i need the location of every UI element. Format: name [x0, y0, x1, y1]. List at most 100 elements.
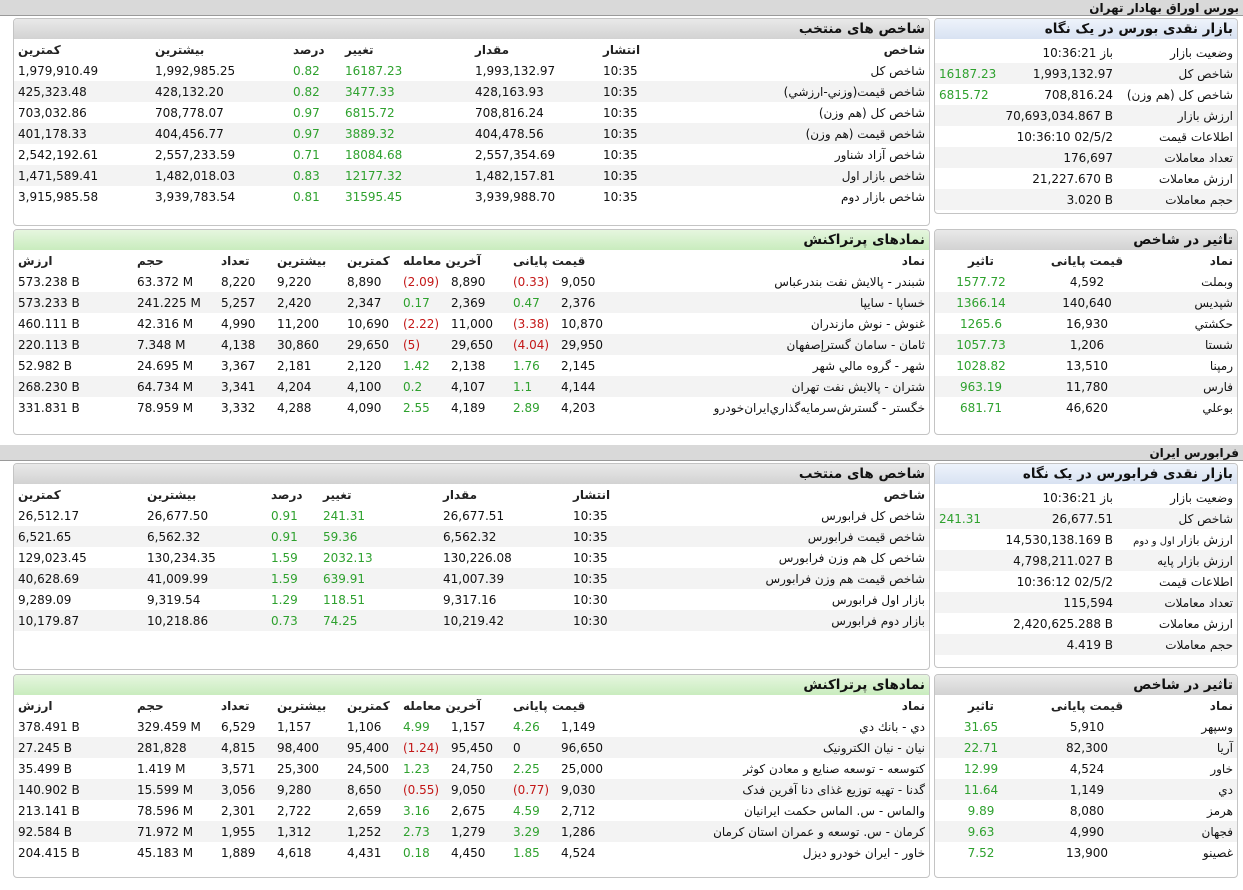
glance-value-text: 1,993,132.97 [1032, 66, 1113, 81]
index-name[interactable]: بازار اول فرابورس [629, 589, 929, 610]
impact-price: 5,910 [1027, 716, 1147, 737]
active-symbol[interactable]: شتران - پالايش نفت تهران [619, 376, 929, 397]
index-row[interactable]: بازار اول فرابورس 10:30 9,317.16 118.51 1.29… [14, 589, 929, 610]
index-name[interactable]: شاخص آزاد شناور [659, 144, 929, 165]
active-count: 2,301 [217, 800, 273, 821]
impact-row[interactable]: بوعلي 46,620 681.71 [935, 397, 1237, 418]
impact-symbol[interactable]: فارس [1147, 376, 1237, 397]
index-row[interactable]: بازار دوم فرابورس 10:30 10,219.42 74.25 0.73… [14, 610, 929, 631]
active-symbol[interactable]: خاور - ایران خودرو دیزل [619, 842, 929, 863]
index-name[interactable]: شاخص کل [659, 60, 929, 81]
impact-symbol[interactable]: رمپنا [1147, 355, 1237, 376]
active-symbol[interactable]: شبندر - پالايش نفت بندرعباس [619, 271, 929, 292]
active-row[interactable]: خساپا - سايپا 0.47 2,376 0.17 2,369 2,347 2,42… [14, 292, 929, 313]
impact-row[interactable]: رمپنا 13,510 1028.82 [935, 355, 1237, 376]
index-name[interactable]: شاخص بازار دوم [659, 186, 929, 207]
index-row[interactable]: شاخص قيمت (هم وزن) 10:35 404,478.56 3889.32… [14, 123, 929, 144]
active-row[interactable]: شتران - پالايش نفت تهران 1.1 4,144 0.2 4,107… [14, 376, 929, 397]
index-name[interactable]: شاخص كل (هم وزن) [659, 102, 929, 123]
index-row[interactable]: شاخص بازار اول 10:35 1,482,157.81 12177.32 0… [14, 165, 929, 186]
impact-row[interactable]: غصینو 13,900 7.52 [935, 842, 1237, 863]
index-row[interactable]: شاخص کل هم وزن فرابورس 10:35 130,226.08 203… [14, 547, 929, 568]
active-symbol[interactable]: غنوش - نوش مازندران [619, 313, 929, 334]
index-name[interactable]: شاخص قیمت فرابورس [629, 526, 929, 547]
active-row[interactable]: والماس - س. الماس حکمت ایرانیان 4.59 2,712… [14, 800, 929, 821]
active-row[interactable]: گدنا - تهیه توزیع غذای دنا آفرین فدک (0.7… [14, 779, 929, 800]
active-row[interactable]: غنوش - نوش مازندران (3.38) 10,870 (2.22) 11,… [14, 313, 929, 334]
impact-row[interactable]: شپدیس 140,640 1366.14 [935, 292, 1237, 313]
glance-label-text: تعداد معاملات [1164, 595, 1233, 610]
impact-symbol[interactable]: وسپهر [1147, 716, 1237, 737]
active-symbol[interactable]: کتوسعه - توسعه صنایع و معادن کوثر [619, 758, 929, 779]
impact-row[interactable]: وسپهر 5,910 31.65 [935, 716, 1237, 737]
impact-symbol[interactable]: شپدیس [1147, 292, 1237, 313]
active-symbol[interactable]: نیان - نیان الکترونیک [619, 737, 929, 758]
impact-symbol[interactable]: وبملت [1147, 271, 1237, 292]
active-row[interactable]: شهر - گروه مالي شهر 1.76 2,145 1.42 2,138 2,1… [14, 355, 929, 376]
index-row[interactable]: شاخص قیمت فرابورس 10:35 6,562.32 59.36 0.91 6… [14, 526, 929, 547]
index-percent: 0.71 [289, 144, 341, 165]
active-symbol[interactable]: والماس - س. الماس حکمت ایرانیان [619, 800, 929, 821]
glance-row: تعداد معاملات 176,697 [935, 147, 1237, 168]
impact-symbol[interactable]: غصینو [1147, 842, 1237, 863]
active-symbol[interactable]: ثامان - سامان گسترإصفهان [619, 334, 929, 355]
column-header: درصد [271, 487, 303, 502]
active-close-cell: 0 96,650 [509, 737, 619, 758]
impact-row[interactable]: هرمز 8,080 9.89 [935, 800, 1237, 821]
active-symbol[interactable]: خساپا - سايپا [619, 292, 929, 313]
index-row[interactable]: شاخص کل 10:35 1,993,132.97 16187.23 0.82 1,99… [14, 60, 929, 81]
active-row[interactable]: کتوسعه - توسعه صنایع و معادن کوثر 2.25 25,… [14, 758, 929, 779]
active-close-cell: 2.25 25,000 [509, 758, 619, 779]
column-header: تغییر [345, 42, 374, 57]
active-symbol[interactable]: گدنا - تهیه توزیع غذای دنا آفرین فدک [619, 779, 929, 800]
index-name[interactable]: شاخص کل فرابورس [629, 505, 929, 526]
index-row[interactable]: شاخص كل (هم وزن) 10:35 708,816.24 6815.72 0.… [14, 102, 929, 123]
active-symbol[interactable]: کرمان - س. توسعه و عمران استان کرمان [619, 821, 929, 842]
index-row[interactable]: شاخص قیمت هم وزن فرابورس 10:35 41,007.39 63… [14, 568, 929, 589]
active-row[interactable]: کرمان - س. توسعه و عمران استان کرمان 3.29… [14, 821, 929, 842]
impact-symbol[interactable]: آریا [1147, 737, 1237, 758]
active-row[interactable]: ثامان - سامان گسترإصفهان (4.04) 29,950 (5) 2… [14, 334, 929, 355]
glance-row: تعداد معاملات 115,594 [935, 592, 1237, 613]
active-symbol[interactable]: شهر - گروه مالي شهر [619, 355, 929, 376]
impact-symbol[interactable]: بوعلي [1147, 397, 1237, 418]
tse-impact-title: تاثیر در شاخص [935, 230, 1237, 250]
impact-row[interactable]: دي 1,149 11.64 [935, 779, 1237, 800]
index-row[interactable]: شاخص کل فرابورس 10:35 26,677.51 241.31 0.91 2… [14, 505, 929, 526]
active-row[interactable]: خگستر - گسترش‌سرمايه‌گذاري‌ايران‌خودرو 2.… [14, 397, 929, 418]
index-name[interactable]: شاخص کل هم وزن فرابورس [629, 547, 929, 568]
glance-value-text: 10:36:12 02/5/2 [1016, 574, 1113, 589]
active-row[interactable]: نیان - نیان الکترونیک 0 96,650 (1.24) 95,450… [14, 737, 929, 758]
active-row[interactable]: شبندر - پالايش نفت بندرعباس (0.33) 9,050 (2… [14, 271, 929, 292]
active-high: 1,157 [273, 716, 343, 737]
active-symbol[interactable]: دي - بانك دي [619, 716, 929, 737]
impact-row[interactable]: فجهان 4,990 9.63 [935, 821, 1237, 842]
index-low: 10,179.87 [14, 610, 143, 631]
impact-row[interactable]: حکشتي 16,930 1265.6 [935, 313, 1237, 334]
index-row[interactable]: شاخص قيمت(وزني-ارزشي) 10:35 428,163.93 3477… [14, 81, 929, 102]
glance-value-text: باز 10:36:21 [1042, 490, 1113, 505]
index-name[interactable]: شاخص قیمت هم وزن فرابورس [629, 568, 929, 589]
active-count: 3,332 [217, 397, 273, 418]
active-symbol[interactable]: خگستر - گسترش‌سرمايه‌گذاري‌ايران‌خودرو [619, 397, 929, 418]
impact-row[interactable]: خاور 4,524 12.99 [935, 758, 1237, 779]
impact-row[interactable]: شستا 1,206 1057.73 [935, 334, 1237, 355]
index-name[interactable]: شاخص قيمت (هم وزن) [659, 123, 929, 144]
index-row[interactable]: شاخص بازار دوم 10:35 3,939,988.70 31595.45 0… [14, 186, 929, 207]
column-header: تاثیر [968, 253, 994, 268]
impact-row[interactable]: وبملت 4,592 1577.72 [935, 271, 1237, 292]
impact-symbol[interactable]: فجهان [1147, 821, 1237, 842]
index-row[interactable]: شاخص آزاد شناور 10:35 2,557,354.69 18084.68… [14, 144, 929, 165]
impact-row[interactable]: آریا 82,300 22.71 [935, 737, 1237, 758]
index-name[interactable]: شاخص قيمت(وزني-ارزشي) [659, 81, 929, 102]
impact-symbol[interactable]: شستا [1147, 334, 1237, 355]
impact-symbol[interactable]: دي [1147, 779, 1237, 800]
impact-symbol[interactable]: حکشتي [1147, 313, 1237, 334]
index-name[interactable]: بازار دوم فرابورس [629, 610, 929, 631]
impact-symbol[interactable]: هرمز [1147, 800, 1237, 821]
impact-symbol[interactable]: خاور [1147, 758, 1237, 779]
impact-row[interactable]: فارس 11,780 963.19 [935, 376, 1237, 397]
active-row[interactable]: خاور - ایران خودرو دیزل 1.85 4,524 0.18 4,45… [14, 842, 929, 863]
active-row[interactable]: دي - بانك دي 4.26 1,149 4.99 1,157 1,106 1,157… [14, 716, 929, 737]
index-name[interactable]: شاخص بازار اول [659, 165, 929, 186]
